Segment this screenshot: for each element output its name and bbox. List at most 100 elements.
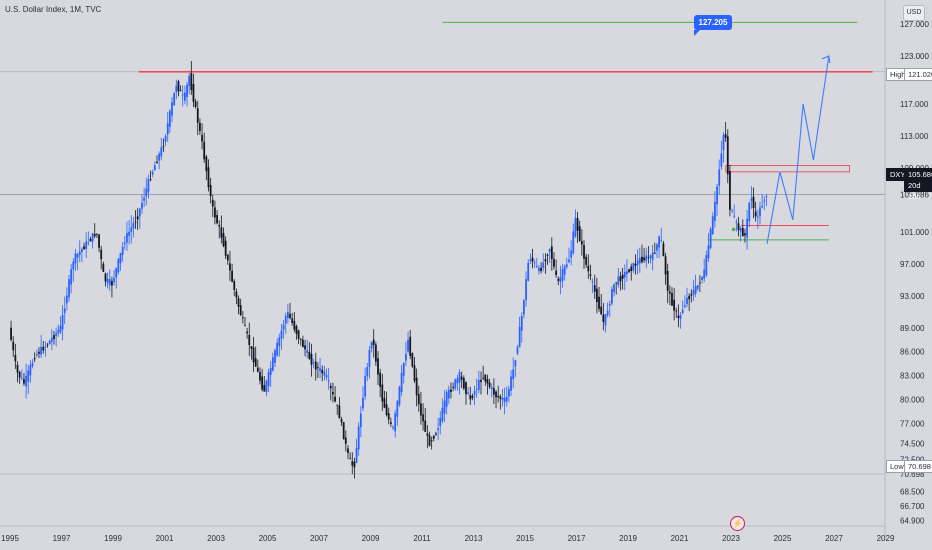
candle-body <box>469 395 472 400</box>
candle-body <box>589 274 592 276</box>
candle-body <box>576 218 579 231</box>
candle-body <box>168 110 171 127</box>
candle-body <box>572 231 575 254</box>
candle-body <box>441 407 444 422</box>
candle-body <box>559 277 562 282</box>
lightning-bolt-icon[interactable]: ⚡ <box>730 516 745 531</box>
x-tick-label: 2019 <box>619 534 637 543</box>
candle-body <box>698 282 701 284</box>
candle-body <box>70 269 73 285</box>
candle-body <box>93 233 96 237</box>
candle-body <box>98 234 100 248</box>
candle-body <box>145 188 148 197</box>
candle-body <box>65 295 68 304</box>
candle-body <box>173 92 176 106</box>
candle-body <box>201 135 203 142</box>
candle-body <box>585 256 588 265</box>
candle-body <box>317 367 319 368</box>
candle-body <box>12 341 15 351</box>
candle-body <box>29 365 32 376</box>
y-tick-label: 83.000 <box>900 372 925 381</box>
currency-selector-button[interactable]: USD <box>903 5 925 21</box>
candle-body <box>25 375 27 387</box>
candle-body <box>229 263 231 271</box>
candle-body <box>495 391 497 398</box>
candle-body <box>297 330 300 339</box>
low-value-tag: 70.698 <box>904 460 932 473</box>
candle-body <box>263 385 266 392</box>
candle-body <box>248 335 251 345</box>
candle-body <box>199 122 201 131</box>
candle-body <box>96 233 98 235</box>
candle-body <box>246 331 249 334</box>
candle-body <box>111 280 113 286</box>
candle-body <box>407 339 409 352</box>
candle-body <box>415 377 418 396</box>
candle-body <box>482 377 485 379</box>
candle-body <box>359 413 362 428</box>
target-price-callout[interactable]: 127.205 <box>694 15 732 36</box>
candle-body <box>583 244 585 259</box>
candle-body <box>538 267 540 272</box>
candle-body <box>171 102 173 116</box>
candle-body <box>759 207 761 217</box>
candle-body <box>280 330 283 339</box>
candle-body <box>379 372 382 387</box>
candle-body <box>707 245 710 259</box>
candle-body <box>394 413 397 432</box>
candle-body <box>336 404 339 406</box>
candle-body <box>190 73 193 91</box>
candle-body <box>647 257 650 259</box>
candle-body <box>432 435 435 439</box>
candle-body <box>501 397 504 400</box>
candle-body <box>340 419 343 423</box>
candle-body <box>57 330 60 334</box>
candle-body <box>186 84 188 98</box>
candle-body <box>128 231 130 236</box>
candle-body <box>136 216 139 220</box>
candle-body <box>89 238 92 242</box>
candle-body <box>531 257 534 262</box>
candle-body <box>55 333 58 336</box>
candle-body <box>593 285 596 292</box>
x-tick-label: 2013 <box>465 534 483 543</box>
candle-body <box>492 388 495 395</box>
candle-body <box>424 420 427 432</box>
candle-body <box>259 372 261 381</box>
candle-body <box>179 90 182 92</box>
candle-body <box>701 276 703 281</box>
price-axis: 64.90066.70068.50070.69872.50074.50077.0… <box>900 20 929 525</box>
candle-body <box>364 376 367 397</box>
candle-body <box>115 268 118 278</box>
candle-body <box>750 198 753 201</box>
candle-body <box>143 197 146 201</box>
candle-body <box>254 358 257 367</box>
candle-body <box>27 370 30 382</box>
candle-body <box>299 338 302 340</box>
candle-body <box>561 269 564 281</box>
candle-body <box>338 405 341 419</box>
candle-body <box>342 422 345 440</box>
candle-body <box>686 297 688 304</box>
candle-body <box>447 389 450 399</box>
candle-body <box>437 428 439 430</box>
candle-body <box>80 248 83 253</box>
candle-body <box>250 346 253 349</box>
x-tick-label: 2029 <box>877 534 895 543</box>
candle-body <box>353 461 356 468</box>
candle-body <box>40 346 43 355</box>
candle-body <box>733 215 736 217</box>
candle-body <box>580 241 583 245</box>
y-tick-label: 64.900 <box>900 516 925 525</box>
candle-body <box>132 223 135 229</box>
candle-body <box>370 341 373 349</box>
y-tick-label: 101.000 <box>900 228 929 237</box>
candle-body <box>450 389 452 392</box>
candle-body <box>718 169 721 186</box>
candle-body <box>102 263 105 272</box>
time-axis: 1995 1997 1999 2001 2003 2005 2007 2009 2011 2013… <box>1 534 895 543</box>
candle-body <box>484 374 487 382</box>
candle-body <box>400 372 403 392</box>
candle-body <box>10 327 12 340</box>
